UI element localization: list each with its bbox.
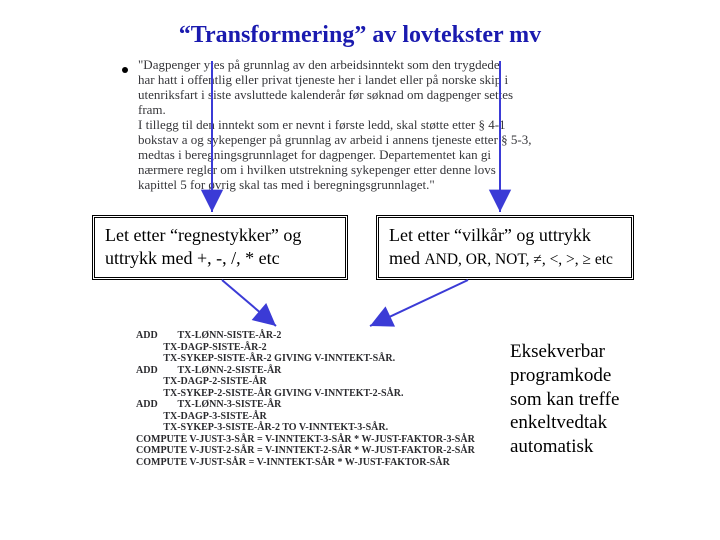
callout-right-line2-pre: med: [389, 248, 425, 268]
lawtext-paragraph: "Dagpenger ytes på grunnlag av den arbei…: [138, 58, 531, 192]
callout-regnestykker: Let etter “regnestykker” og uttrykk med …: [92, 215, 348, 280]
callout-vilkaar: Let etter “vilkår” og uttrykk med AND, O…: [376, 215, 634, 280]
callout-left-line1: Let etter “regnestykker” og: [105, 225, 301, 245]
arrow-right-callout-to-code: [370, 280, 468, 326]
right-annotation: Eksekverbarprogramkodesom kan treffeenke…: [510, 340, 619, 459]
bullet-dot: [122, 67, 128, 73]
code-listing: ADD TX-LØNN-SISTE-ÅR-2 TX-DAGP-SISTE-ÅR-…: [136, 330, 475, 468]
callout-right-line2-small: AND, OR, NOT, ≠, <, >, ≥ etc: [425, 251, 613, 268]
slide-title: “Transformering” av lovtekster mv: [0, 22, 720, 49]
arrow-left-callout-to-code: [222, 280, 276, 326]
callout-right-line1: Let etter “vilkår” og uttrykk: [389, 225, 591, 245]
callout-left-line2: uttrykk med +, -, /, * etc: [105, 248, 280, 268]
